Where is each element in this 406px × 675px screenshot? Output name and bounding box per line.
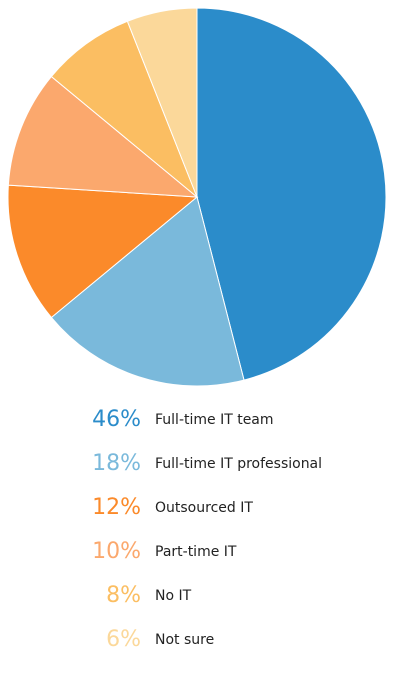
- pie-slice-outsourced-it[interactable]: [7, 184, 199, 319]
- legend-value-no-it: 8%: [106, 583, 141, 608]
- pie-slice-full-time-it-team[interactable]: [196, 7, 387, 381]
- legend-item-not-sure: 6% Not sure: [0, 618, 406, 662]
- legend-item-part-time-it: 10% Part-time IT: [0, 530, 406, 574]
- legend-value-outsourced-it: 12%: [92, 495, 141, 520]
- legend-label-full-time-it-professional: Full-time IT professional: [155, 456, 323, 472]
- legend-value-not-sure: 6%: [106, 627, 141, 652]
- pie-chart: [7, 7, 387, 387]
- legend-value-full-time-it-professional: 18%: [92, 451, 141, 476]
- pie-chart-svg: [7, 7, 387, 387]
- pie-slice-part-time-it[interactable]: [7, 75, 199, 198]
- legend-label-not-sure: Not sure: [155, 632, 215, 648]
- chart-legend: 46% Full-time IT team 18% Full-time IT prof…: [0, 398, 406, 662]
- legend-value-full-time-it-team: 46%: [92, 407, 141, 432]
- legend-label-full-time-it-team: Full-time IT team: [155, 412, 274, 428]
- pie-slice-full-time-it-professional[interactable]: [50, 196, 245, 387]
- pie-slice-not-sure[interactable]: [126, 7, 198, 198]
- legend-item-outsourced-it: 12% Outsourced IT: [0, 486, 406, 530]
- pie-slice-no-it[interactable]: [50, 20, 198, 198]
- legend-item-no-it: 8% No IT: [0, 574, 406, 618]
- legend-item-full-time-it-professional: 18% Full-time IT professional: [0, 442, 406, 486]
- legend-label-outsourced-it: Outsourced IT: [155, 500, 253, 516]
- legend-value-part-time-it: 10%: [92, 539, 141, 564]
- legend-item-full-time-it-team: 46% Full-time IT team: [0, 398, 406, 442]
- legend-label-part-time-it: Part-time IT: [155, 544, 237, 560]
- legend-label-no-it: No IT: [155, 588, 192, 604]
